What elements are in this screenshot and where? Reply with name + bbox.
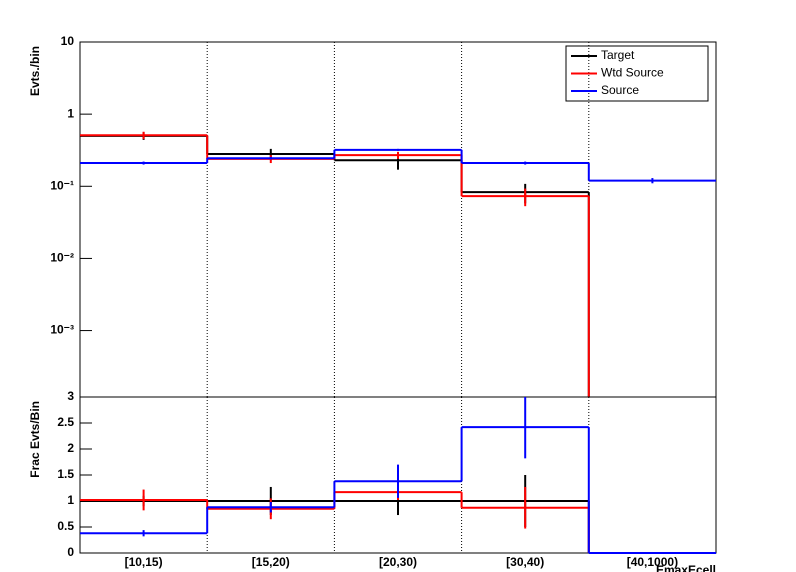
- y-tick-label: 10⁻²: [50, 251, 74, 265]
- x-tick-label: [40,1000): [627, 555, 678, 569]
- x-axis-label: EmaxEcell: [656, 563, 716, 572]
- y-tick-label: 1: [67, 493, 74, 507]
- legend-label: Target: [601, 48, 635, 62]
- y-tick-label: 10⁻¹: [50, 178, 74, 192]
- y-tick-label: 10: [61, 34, 75, 48]
- y-tick-label: 0.5: [57, 519, 74, 533]
- y-tick-label: 2: [67, 441, 74, 455]
- legend-label: Source: [601, 83, 639, 97]
- y-tick-label: 1.5: [57, 467, 74, 481]
- legend-label: Wtd Source: [601, 66, 664, 80]
- y-tick-label: 1: [67, 106, 74, 120]
- x-tick-label: [15,20): [252, 555, 290, 569]
- y-axis-label: Evts./bin: [28, 46, 42, 96]
- x-tick-label: [10,15): [125, 555, 163, 569]
- y-tick-label: 3: [67, 389, 74, 403]
- x-tick-label: [30,40): [506, 555, 544, 569]
- y-tick-label: 10⁻³: [50, 323, 74, 337]
- y-tick-label: 2.5: [57, 415, 74, 429]
- y-tick-label: 0: [67, 545, 74, 559]
- y-axis-label: Frac Evts/Bin: [28, 401, 42, 478]
- x-tick-label: [20,30): [379, 555, 417, 569]
